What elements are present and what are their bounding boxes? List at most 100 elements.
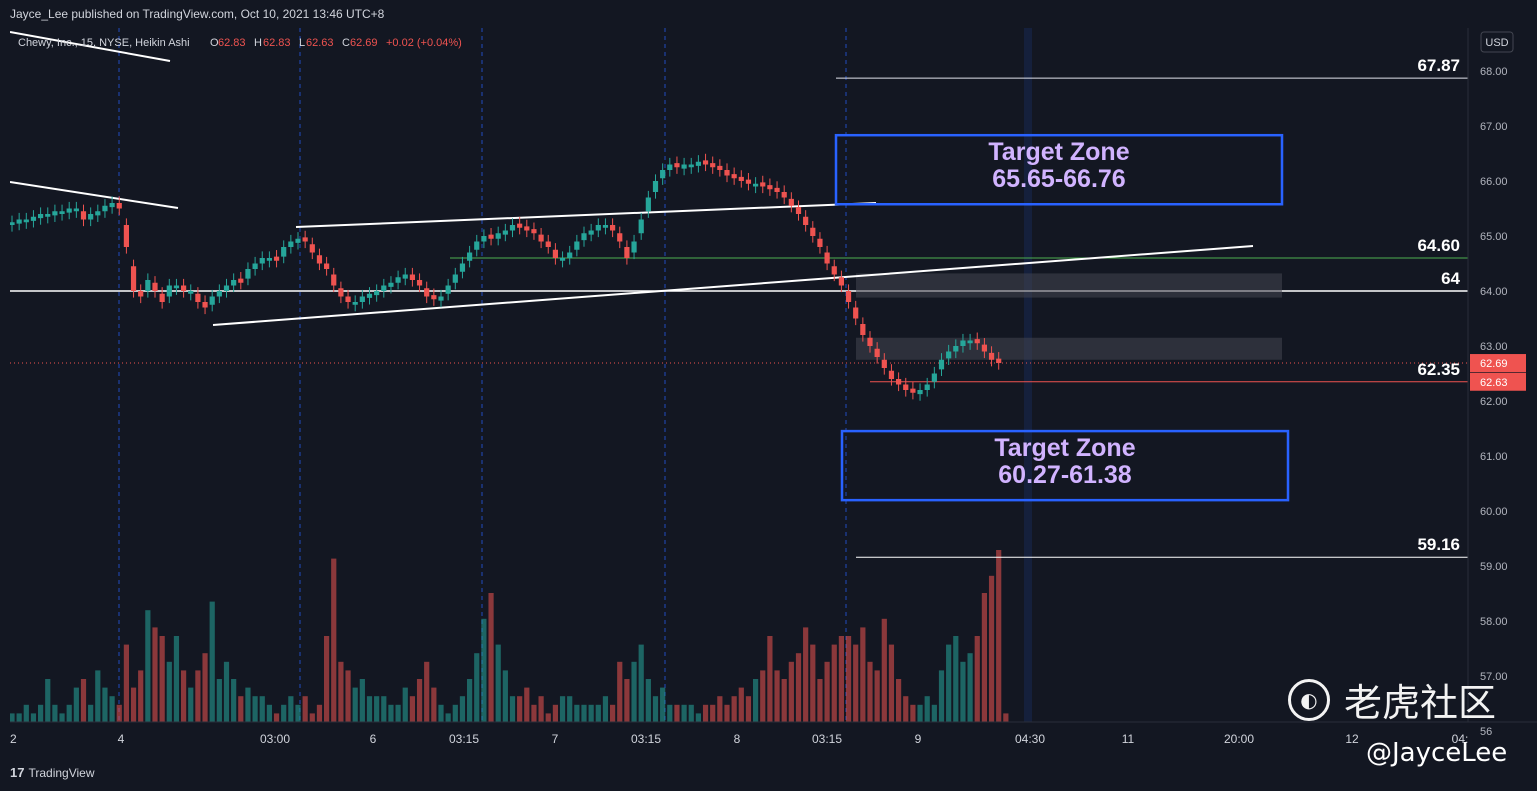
volume-bar (517, 696, 523, 722)
candle-body (309, 244, 315, 253)
price-tick: 68.00 (1480, 66, 1508, 78)
candle-body (595, 225, 601, 231)
candle-body (681, 164, 687, 169)
chart-area[interactable]: Target Zone 65.65-66.76 Target Zone 60.27-6… (9, 28, 1537, 757)
target-zone-title: Target Zone (994, 434, 1135, 462)
candle-body (409, 274, 415, 280)
candle-body (73, 208, 79, 212)
resistance-box (856, 273, 1282, 298)
candle-body (481, 236, 487, 242)
candle-body (159, 293, 165, 302)
volume-bar (545, 713, 551, 722)
price-tick: 65.00 (1480, 231, 1508, 243)
volume-bar (738, 687, 744, 722)
candle-body (374, 291, 380, 296)
time-tick: 03:15 (631, 732, 661, 746)
trend-line (212, 245, 1254, 326)
volume-bar (974, 636, 980, 722)
volume-bar (9, 713, 15, 722)
price-badge-bg (1470, 354, 1526, 373)
volume-bar (610, 704, 616, 722)
volume-bar (967, 653, 973, 722)
volume-bar (931, 704, 937, 722)
volume-bar (617, 661, 623, 722)
candle-body (567, 252, 573, 258)
candle-body (760, 182, 766, 187)
volume-bar (409, 696, 415, 722)
time-tick: 04:30 (1015, 732, 1045, 746)
volume-bar (252, 696, 258, 722)
candle-body (552, 249, 558, 258)
legend-close-label: C (342, 37, 350, 49)
price-axis[interactable]: 68.00 67.00 66.00 65.00 64.00 63.00 62.00 61.00… (1467, 28, 1526, 738)
volume-bar (467, 679, 473, 722)
legend: Chewy, Inc., 15, NYSE, Heikin Ashi O 62.… (18, 37, 462, 49)
candle-body (388, 282, 394, 287)
candle-body (88, 214, 94, 220)
candle-body (888, 370, 895, 379)
candle-body (738, 176, 744, 181)
price-badge-bg (1470, 372, 1526, 391)
volume-bar (159, 636, 165, 722)
volume-bar (702, 704, 709, 722)
price-tick: 58.00 (1480, 616, 1508, 628)
candle-body (231, 280, 237, 286)
candle-body (781, 192, 787, 198)
candle-body (130, 266, 137, 291)
candle-body (731, 174, 737, 179)
candle-body (45, 214, 51, 217)
volume-bar (23, 704, 29, 722)
volume-bar (767, 636, 773, 722)
candle-body (917, 390, 923, 395)
candle-body (896, 379, 902, 385)
candle-body (931, 373, 937, 382)
candle-body (123, 225, 129, 247)
price-tick: 67.00 (1480, 121, 1508, 133)
candle-body (181, 285, 187, 291)
volume-bar (481, 618, 487, 722)
volume-bar (602, 696, 609, 722)
volume-bar (631, 661, 637, 722)
legend-close: 62.69 (350, 37, 378, 49)
volume-bar (981, 593, 987, 722)
candle-body (502, 230, 508, 235)
level-label: 62.35 (1417, 360, 1460, 379)
volume-bar (803, 627, 809, 722)
candle-body (452, 274, 458, 283)
candle-body (331, 274, 337, 286)
volume-bar (903, 696, 909, 722)
volume-bar (216, 679, 222, 722)
volume-bar (288, 696, 294, 722)
volume-bar (853, 644, 859, 722)
trend-line (9, 31, 171, 62)
volume-bar (681, 704, 687, 722)
volume-bar (266, 704, 272, 722)
volume-bar (402, 687, 408, 722)
candle-body (166, 285, 172, 297)
candle-body (266, 258, 272, 261)
candle-body (767, 185, 773, 190)
time-tick: 2 (10, 732, 17, 746)
price-tick: 61.00 (1480, 451, 1508, 463)
volume-bar (717, 696, 723, 722)
candle-body (874, 348, 880, 357)
volume-bar (259, 696, 265, 722)
currency-badge[interactable]: USD (1480, 31, 1514, 53)
time-axis[interactable]: 2 4 03:00 6 03:15 7 03:15 8 03:15 9 04:30 11 20:00 12… (10, 721, 1537, 746)
candle-body (59, 211, 65, 214)
tradingview-logo[interactable]: 17 TradingView (10, 765, 95, 780)
candle-body (645, 197, 651, 212)
volume-bar (860, 627, 866, 722)
volume-bar (724, 704, 730, 722)
time-tick: 03:00 (260, 732, 290, 746)
candle-body (338, 288, 344, 297)
candle-body (80, 211, 87, 220)
watermark-user: @JayceLee (1366, 738, 1508, 768)
volume-bar (366, 696, 373, 722)
candle-body (145, 280, 151, 291)
level-label: 59.16 (1417, 535, 1460, 554)
candle-body (295, 238, 301, 243)
time-tick: 11 (1122, 732, 1135, 746)
time-tick: 9 (915, 732, 922, 746)
